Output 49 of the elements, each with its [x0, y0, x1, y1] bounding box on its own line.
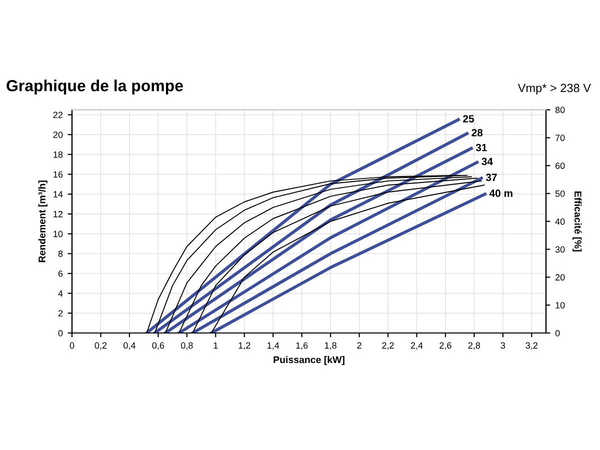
y2-tick-label: 60: [555, 162, 565, 169]
x-tick-label: 3: [500, 342, 506, 349]
series-label: 40 m: [489, 190, 512, 197]
y2-tick-label: 70: [555, 134, 565, 142]
x-tick-label: 2,8: [468, 342, 480, 350]
y-tick-label: 0: [58, 330, 63, 336]
y-tick-label: 20: [53, 132, 63, 138]
y2-tick-label: 10: [556, 302, 565, 308]
y-tick-label: 16: [54, 171, 63, 178]
x-tick-label: 1,2: [238, 342, 250, 350]
y-tick-label: 6: [58, 270, 63, 277]
y2-axis-title: Efficacité [%]: [572, 192, 582, 252]
x-tick-label: 1,6: [296, 342, 308, 350]
y-tick-label: 12: [54, 210, 63, 218]
x-tick-label: 0,4: [124, 342, 136, 350]
x-tick-label: 0,6: [152, 342, 164, 350]
y-axis-title: Rendement [m³/h]: [38, 180, 48, 262]
chart-subtitle: Vmp* > 238 V: [518, 84, 591, 94]
y-tick-label: 8: [58, 250, 63, 257]
y-tick-label: 4: [58, 290, 63, 297]
x-tick-label: 2,4: [410, 342, 423, 350]
y-tick-label: 18: [54, 151, 63, 158]
series-label: 25: [463, 115, 474, 123]
y2-tick-label: 30: [555, 246, 565, 253]
series-label: 37: [486, 174, 497, 182]
series-label: 34: [482, 158, 493, 166]
y-tick-label: 14: [54, 191, 63, 198]
y2-tick-label: 20: [555, 274, 565, 281]
y-tick-label: 22: [53, 112, 63, 118]
series-label: 31: [476, 144, 487, 152]
y2-tick-label: 50: [555, 190, 565, 197]
y-tick-label: 10: [54, 230, 63, 238]
x-tick-label: 2,6: [440, 342, 452, 350]
y2-tick-label: 80: [555, 106, 565, 114]
x-tick-label: 0,8: [180, 342, 193, 350]
x-tick-label: 1,8: [324, 342, 336, 350]
y2-tick-label: 40: [555, 218, 565, 225]
x-tick-label: 3,2: [526, 342, 538, 350]
x-axis-title: Puissance [kW]: [274, 356, 344, 366]
chart-title: Graphique de la pompe: [6, 80, 183, 94]
x-tick-label: 1,4: [268, 342, 280, 350]
x-tick-label: 0,2: [94, 342, 107, 350]
y-tick-label: 2: [58, 310, 63, 316]
x-tick-label: 1: [214, 342, 218, 349]
x-tick-label: 2,2: [382, 342, 394, 350]
x-tick-label: 0: [70, 342, 74, 349]
x-tick-label: 2: [357, 342, 362, 349]
series-label: 28: [472, 129, 483, 136]
y2-tick-label: 0: [555, 330, 560, 336]
